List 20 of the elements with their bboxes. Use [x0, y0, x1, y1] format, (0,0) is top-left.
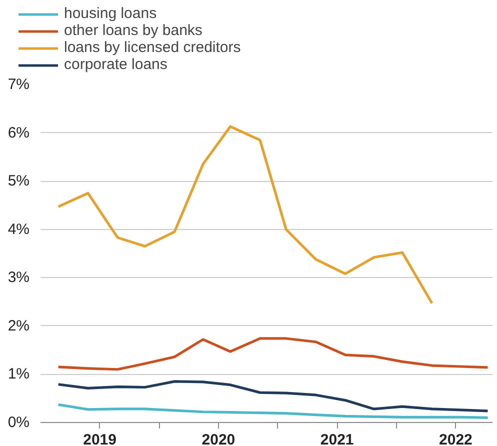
x-tick-label: 2021 — [320, 432, 354, 446]
legend-label: corporate loans — [64, 56, 168, 73]
y-tick-label: 6% — [8, 124, 30, 142]
x-tick-label: 2020 — [202, 432, 236, 446]
legend-label: other loans by banks — [64, 22, 202, 39]
line-series — [56, 337, 490, 371]
x-tick-label: 2019 — [83, 432, 117, 446]
legend-label: housing loans — [64, 5, 157, 22]
y-tick-label: 0% — [8, 414, 30, 431]
y-tick-label: 4% — [8, 220, 30, 238]
y-tick-label: 5% — [8, 172, 30, 190]
line-series — [56, 125, 434, 305]
line-series — [56, 380, 490, 412]
x-tick-label: 2022 — [439, 432, 472, 446]
y-tick-label: 7% — [8, 76, 30, 93]
y-tick-label: 1% — [8, 366, 30, 383]
y-tick-label: 3% — [8, 269, 30, 286]
y-tick-label: 2% — [8, 317, 30, 334]
legend-label: loans by licensed creditors — [64, 39, 241, 56]
line-series — [56, 403, 490, 419]
